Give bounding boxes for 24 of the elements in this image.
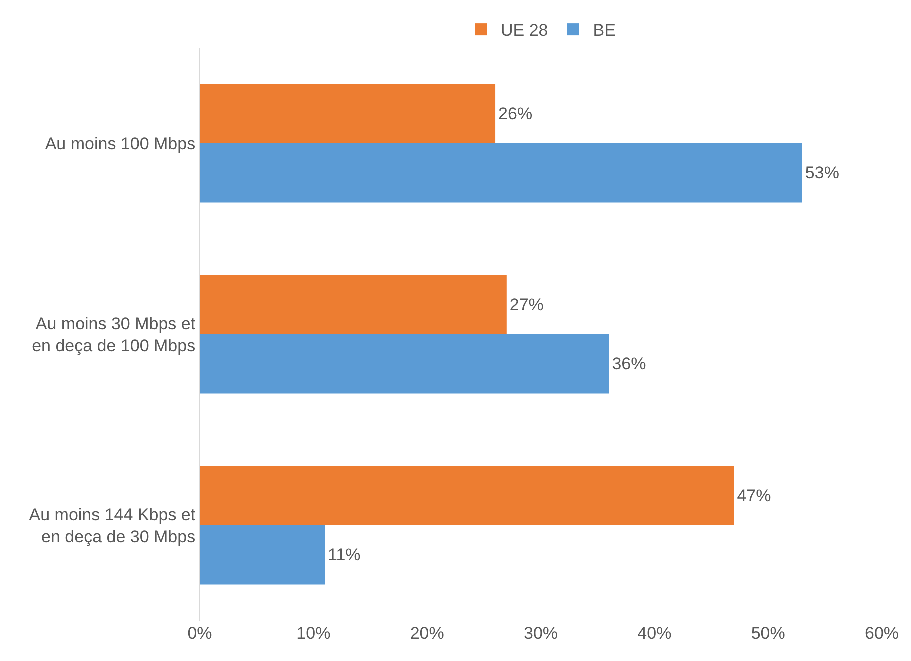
x-tick-label: 20% <box>410 624 444 643</box>
x-tick-label: 60% <box>864 624 900 643</box>
data-label: 47% <box>737 486 772 506</box>
data-label: 53% <box>805 164 840 183</box>
bar <box>200 466 734 526</box>
y-tick-label: Au moins 144 Kbps et en deça de 30 Mbps <box>29 505 196 546</box>
bar <box>200 144 802 203</box>
x-tick-label: 10% <box>296 624 331 643</box>
y-tick-label: Au moins 100 Mbps <box>45 134 196 154</box>
legend-label: UE 28 <box>501 21 548 40</box>
x-tick-label: 50% <box>751 624 786 643</box>
legend-label: BE <box>593 21 616 40</box>
y-tick-label: Au moins 30 Mbps et en deça de 100 Mbps <box>32 314 196 356</box>
data-label: 26% <box>498 104 533 124</box>
x-tick-label: 40% <box>638 624 672 643</box>
x-tick-label: 30% <box>524 624 558 643</box>
bar <box>200 526 326 585</box>
data-label: 11% <box>328 546 361 565</box>
bar <box>200 84 496 144</box>
bar <box>200 275 507 334</box>
data-label: 36% <box>612 354 646 374</box>
data-label: 27% <box>510 295 544 314</box>
bar <box>200 334 610 394</box>
x-tick-label: 0% <box>188 624 212 643</box>
